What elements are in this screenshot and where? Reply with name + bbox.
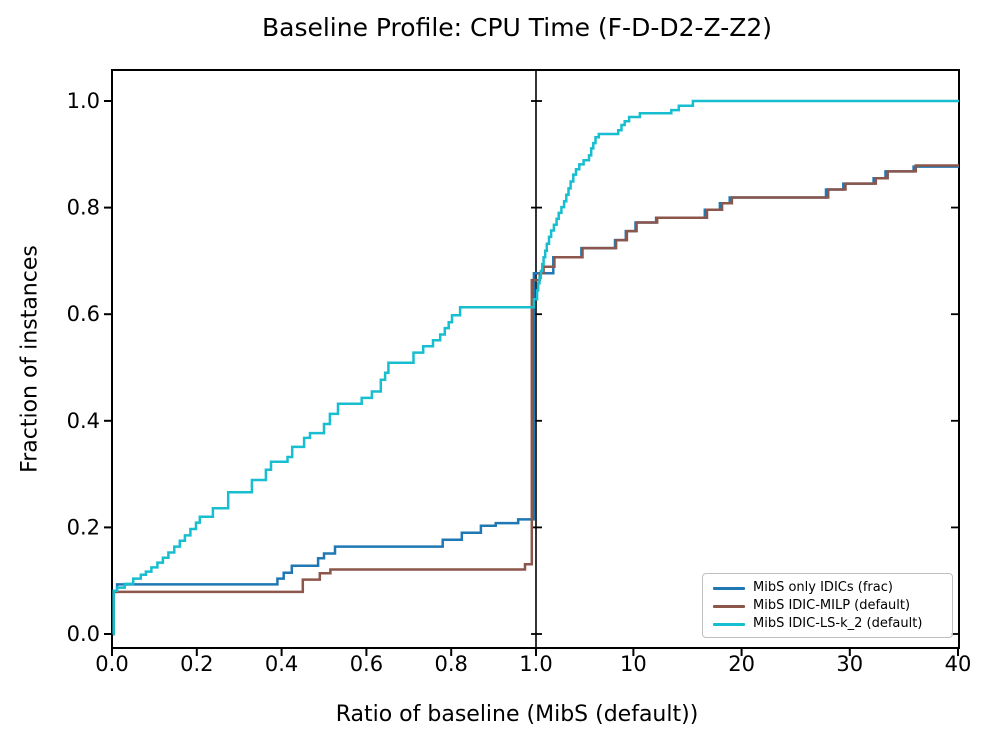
series-line-brown — [112, 164, 959, 636]
series-line-cyan — [112, 99, 959, 636]
y-tick-label: 0.8 — [67, 196, 100, 220]
x-tick-label: 0.4 — [265, 652, 298, 676]
legend-label: MibS IDIC-LS-k_2 (default) — [753, 616, 923, 631]
y-tick-label: 0.6 — [67, 302, 100, 326]
y-tick-label: 0.2 — [67, 515, 100, 539]
chart-title: Baseline Profile: CPU Time (F-D-D2-Z-Z2) — [261, 13, 773, 42]
x-tick-label: 1.0 — [519, 652, 552, 676]
x-tick-label: 40 — [945, 652, 972, 676]
x-tick-label: 30 — [836, 652, 863, 676]
y-tick-label: 0.0 — [67, 622, 100, 646]
legend-item: MibS IDIC-LS-k_2 (default) — [713, 615, 944, 633]
legend-item: MibS only IDICs (frac) — [713, 579, 944, 597]
legend: MibS only IDICs (frac) MibS IDIC-MILP (d… — [702, 573, 953, 638]
legend-item: MibS IDIC-MILP (default) — [713, 597, 944, 615]
x-tick-label: 0.0 — [95, 652, 128, 676]
x-tick-label: 0.8 — [434, 652, 467, 676]
legend-label: MibS only IDICs (frac) — [753, 580, 893, 595]
legend-line-swatch-cyan — [713, 622, 745, 626]
x-tick-label: 0.6 — [350, 652, 383, 676]
legend-line-swatch-brown — [713, 604, 745, 608]
x-tick-label: 10 — [620, 652, 647, 676]
legend-line-swatch-blue — [713, 586, 745, 590]
y-tick-label: 1.0 — [67, 89, 100, 113]
x-tick-label: 0.2 — [180, 652, 213, 676]
legend-label: MibS IDIC-MILP (default) — [753, 598, 911, 613]
y-tick-label: 0.4 — [67, 409, 100, 433]
x-axis-label: Ratio of baseline (MibS (default)) — [335, 702, 699, 727]
y-axis-label: Fraction of instances — [17, 245, 43, 473]
x-tick-label: 20 — [728, 652, 755, 676]
